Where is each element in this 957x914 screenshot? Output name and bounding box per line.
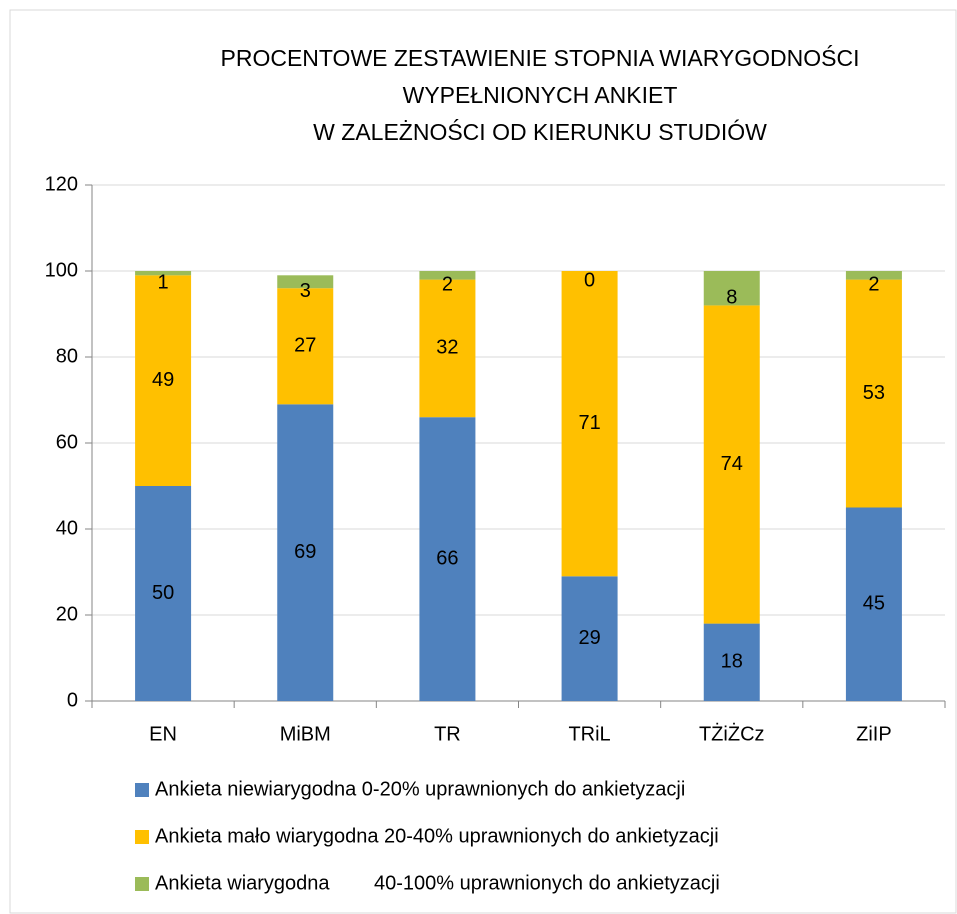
- y-tick-label: 60: [56, 431, 78, 453]
- data-label: 29: [578, 627, 600, 649]
- y-tick-label: 40: [56, 517, 78, 539]
- data-label: 69: [294, 541, 316, 563]
- y-tick-label: 80: [56, 345, 78, 367]
- chart-title: W ZALEŻNOŚCI OD KIERUNKU STUDIÓW: [313, 118, 767, 145]
- bar-segment: [561, 271, 618, 577]
- data-label: 27: [294, 335, 316, 357]
- legend-label: Ankieta niewiarygodna 0-20% uprawnionych…: [155, 778, 685, 800]
- legend-label: Ankieta wiarygodna 40-100% uprawnionych …: [155, 872, 720, 894]
- data-label: 49: [152, 369, 174, 391]
- bar-segment: [703, 271, 760, 306]
- bar-segment: [845, 279, 902, 508]
- data-label: 2: [442, 274, 453, 296]
- legend-swatch: [135, 783, 149, 797]
- data-label: 74: [721, 453, 743, 475]
- bar-segment: [419, 279, 476, 418]
- legend-label: Ankieta mało wiarygodna 20-40% uprawnion…: [155, 825, 719, 847]
- bar-segment: [419, 417, 476, 701]
- x-tick-label: EN: [149, 723, 177, 745]
- data-label: 8: [726, 286, 737, 308]
- x-tick-label: TŻiŻCz: [699, 722, 765, 745]
- data-label: 2: [868, 274, 879, 296]
- y-tick-label: 100: [45, 259, 78, 281]
- data-label: 53: [863, 382, 885, 404]
- bar-segment: [277, 404, 334, 701]
- bar-segment: [561, 576, 618, 701]
- bar-segment: [845, 507, 902, 701]
- bar-segment: [135, 271, 192, 276]
- bar-segment: [277, 275, 334, 289]
- bar-segment: [135, 275, 192, 486]
- x-tick-label: TRiL: [568, 723, 610, 745]
- legend-swatch: [135, 877, 149, 891]
- x-tick-label: TR: [434, 723, 461, 745]
- chart-title: WYPEŁNIONYCH ANKIET: [403, 82, 678, 108]
- data-label: 18: [721, 651, 743, 673]
- bar-segment: [419, 271, 476, 280]
- legend-swatch: [135, 830, 149, 844]
- bar-segment: [703, 623, 760, 701]
- x-tick-label: MiBM: [280, 723, 331, 745]
- bar-segment: [845, 271, 902, 280]
- y-tick-label: 120: [45, 173, 78, 195]
- y-tick-label: 0: [67, 689, 78, 711]
- bar-segment: [277, 288, 334, 405]
- data-label: 32: [436, 337, 458, 359]
- data-label: 66: [436, 547, 458, 569]
- bar-segment: [703, 305, 760, 624]
- chart-title: PROCENTOWE ZESTAWIENIE STOPNIA WIARYGODN…: [221, 44, 860, 71]
- data-label: 71: [578, 412, 600, 434]
- data-label: 0: [584, 269, 595, 291]
- data-label: 3: [300, 280, 311, 302]
- data-label: 50: [152, 582, 174, 604]
- x-tick-label: ZiIP: [856, 723, 892, 745]
- bar-segment: [135, 486, 192, 701]
- data-label: 1: [158, 271, 169, 293]
- y-tick-label: 20: [56, 603, 78, 625]
- data-label: 45: [863, 593, 885, 615]
